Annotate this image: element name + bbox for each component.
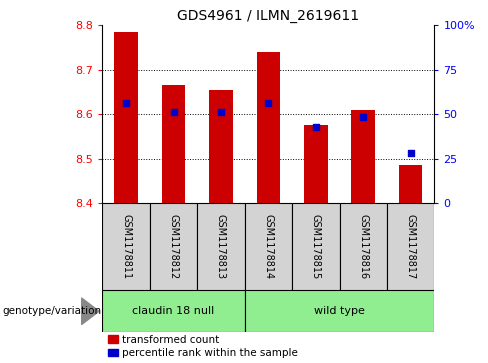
Polygon shape (81, 298, 99, 325)
Bar (244, 290, 434, 332)
Bar (292, 203, 340, 290)
Bar (387, 203, 434, 290)
Bar (102, 203, 150, 290)
Text: GSM1178817: GSM1178817 (406, 214, 416, 280)
Bar (244, 203, 292, 290)
Point (122, 100, 130, 106)
Bar (399, 164, 423, 203)
Bar (150, 203, 197, 290)
Bar (197, 203, 244, 290)
Text: GSM1178814: GSM1178814 (264, 214, 273, 280)
Bar (351, 110, 375, 203)
Point (264, 100, 272, 106)
Text: GSM1178812: GSM1178812 (168, 214, 179, 280)
Text: GSM1178813: GSM1178813 (216, 214, 226, 280)
Bar (162, 85, 185, 203)
Title: GDS4961 / ILMN_2619611: GDS4961 / ILMN_2619611 (177, 9, 360, 23)
Text: wild type: wild type (314, 306, 365, 316)
Bar (257, 52, 280, 203)
Text: genotype/variation: genotype/variation (2, 306, 102, 316)
Bar (304, 126, 327, 203)
Text: GSM1178816: GSM1178816 (358, 214, 368, 280)
Text: GSM1178815: GSM1178815 (311, 214, 321, 280)
Point (312, 124, 320, 130)
Point (359, 114, 367, 119)
Bar (114, 32, 138, 203)
Legend: transformed count, percentile rank within the sample: transformed count, percentile rank withi… (108, 335, 298, 358)
Bar (209, 90, 233, 203)
Point (407, 150, 414, 156)
Text: claudin 18 null: claudin 18 null (132, 306, 215, 316)
Point (170, 109, 178, 115)
Bar (102, 290, 244, 332)
Bar (340, 203, 387, 290)
Text: GSM1178811: GSM1178811 (121, 214, 131, 280)
Point (217, 109, 225, 115)
